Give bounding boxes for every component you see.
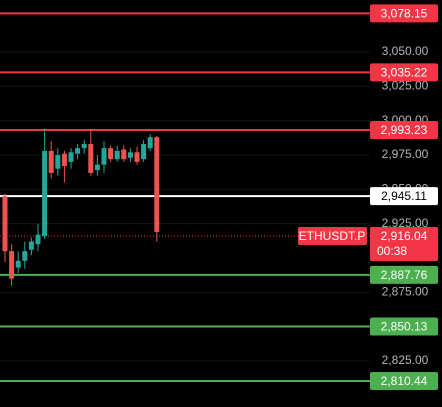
candle-body	[114, 150, 120, 160]
y-tick-label: 2,875.00	[382, 285, 429, 299]
level-badge	[370, 63, 438, 82]
y-tick-label: 2,975.00	[382, 147, 429, 161]
candle-body	[42, 150, 48, 237]
last-price-badge	[370, 226, 438, 261]
level-label: 2,810.44	[381, 374, 428, 388]
candle-body	[154, 137, 160, 232]
level-badge	[370, 120, 438, 139]
countdown-label: 00:38	[377, 244, 407, 258]
last-price-label: 2,916.04	[381, 229, 428, 243]
candle-body	[141, 144, 147, 160]
candle-body	[48, 150, 54, 173]
level-label: 3,035.22	[381, 66, 428, 80]
y-tick-label: 2,925.00	[382, 216, 429, 230]
symbol-label: ETHUSDT.P	[299, 229, 366, 243]
candle-body	[35, 234, 41, 245]
level-label: 2,887.76	[381, 268, 428, 282]
level-badge	[370, 371, 438, 390]
candle-body	[101, 148, 107, 165]
level-badge	[370, 317, 438, 336]
candle-body	[108, 148, 114, 160]
candle-body	[134, 152, 140, 162]
candle-body	[81, 144, 87, 149]
candle-body	[147, 137, 153, 149]
candle-body	[61, 153, 67, 167]
candle-body	[2, 196, 8, 252]
candle-body	[28, 241, 34, 250]
level-badge	[370, 187, 438, 206]
level-label: 2,993.23	[381, 123, 428, 137]
level-badge	[370, 4, 438, 23]
level-badge	[370, 265, 438, 284]
y-tick-label: 2,825.00	[382, 353, 429, 367]
candle-body	[127, 152, 133, 158]
level-label: 3,078.15	[381, 7, 428, 21]
y-tick-label: 3,025.00	[382, 79, 429, 93]
candle-body	[22, 251, 28, 261]
candle-body	[75, 148, 81, 154]
level-label: 2,850.13	[381, 320, 428, 334]
candle-body	[121, 149, 127, 160]
candle-body	[15, 260, 21, 268]
symbol-badge	[298, 226, 367, 245]
candle-body	[94, 164, 100, 171]
level-label: 2,945.11	[381, 189, 427, 203]
y-tick-label: 3,050.00	[382, 44, 429, 58]
candle-body	[88, 144, 94, 173]
candle-body	[9, 251, 15, 279]
candle-body	[68, 152, 74, 162]
candle-body	[55, 155, 61, 169]
